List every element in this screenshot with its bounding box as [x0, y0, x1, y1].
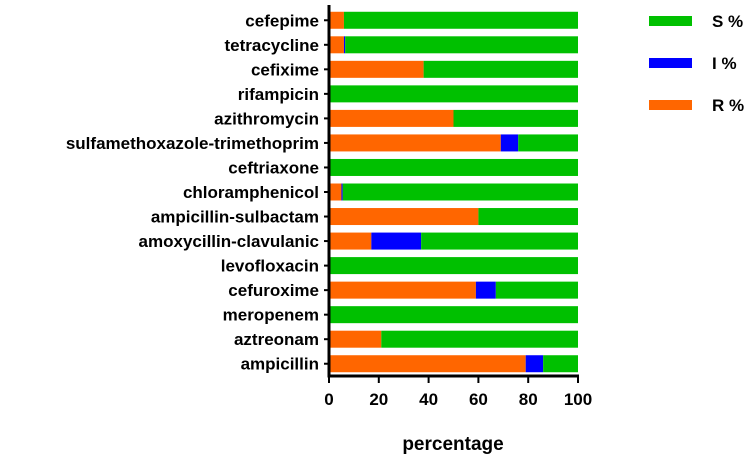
bar-aztreonam-r: [329, 330, 382, 348]
bar-cefuroxime-s: [495, 281, 578, 299]
category-label-ceftriaxone: ceftriaxone: [228, 158, 319, 177]
legend-label-i: I %: [712, 54, 737, 73]
category-label-ampicillin-sulbactam: ampicillin-sulbactam: [151, 208, 319, 227]
bar-tetracycline-s: [345, 36, 578, 54]
bar-cefepime-s: [343, 11, 578, 29]
category-labels: cefepime tetracycline cefixime rifampicin az…: [66, 11, 319, 373]
bars-layer: [329, 11, 578, 373]
bar-meropenem-s: [329, 306, 578, 324]
x-tick-label-40: 40: [419, 390, 438, 409]
category-label-sulfamethoxazole-trimethoprim: sulfamethoxazole-trimethoprim: [66, 134, 319, 153]
bar-aztreonam-s: [381, 330, 578, 348]
axes: 0 20 40 60 80 100: [324, 5, 592, 409]
x-tick-label-0: 0: [324, 390, 333, 409]
category-label-levofloxacin: levofloxacin: [221, 257, 319, 276]
legend-swatch-i: [649, 58, 692, 68]
category-label-aztreonam: aztreonam: [234, 330, 319, 349]
bar-ampicillin-r: [329, 355, 526, 373]
bar-cefixime-r: [329, 60, 424, 78]
x-tick-label-80: 80: [519, 390, 538, 409]
x-tick-label-60: 60: [469, 390, 488, 409]
bar-rifampicin-s: [329, 85, 578, 103]
bar-tetracycline-i: [343, 36, 346, 54]
category-label-rifampicin: rifampicin: [238, 85, 319, 104]
bar-cefepime-r: [329, 11, 344, 29]
bar-cefuroxime-r: [329, 281, 476, 299]
bar-amoxycillin-clavulanic-i: [371, 232, 422, 250]
x-tick-label-20: 20: [369, 390, 388, 409]
category-label-meropenem: meropenem: [223, 306, 319, 325]
bar-tetracycline-r: [329, 36, 344, 54]
bar-ampicillin-sulbactam-r: [329, 208, 479, 226]
category-label-ampicillin: ampicillin: [241, 355, 319, 374]
bar-azithromycin-s: [453, 109, 578, 127]
x-tick-label-100: 100: [564, 390, 592, 409]
bar-amoxycillin-clavulanic-r: [329, 232, 372, 250]
category-label-azithromycin: azithromycin: [214, 109, 319, 128]
bar-ampicillin-sulbactam-s: [478, 208, 578, 226]
bar-ampicillin-s: [543, 355, 578, 373]
legend-swatch-s: [649, 16, 692, 26]
bar-sulfamethoxazole-trimethoprim-i: [500, 134, 519, 152]
bar-cefixime-s: [423, 60, 578, 78]
category-label-cefixime: cefixime: [251, 60, 319, 79]
legend-label-s: S %: [712, 12, 743, 31]
category-label-amoxycillin-clavulanic: amoxycillin-clavulanic: [139, 232, 319, 251]
bar-ceftriaxone-s: [329, 158, 578, 176]
bar-azithromycin-r: [329, 109, 454, 127]
bar-sulfamethoxazole-trimethoprim-s: [518, 134, 578, 152]
bar-chloramphenicol-s: [342, 183, 578, 201]
legend-swatch-r: [649, 100, 692, 110]
category-label-tetracycline: tetracycline: [225, 36, 320, 55]
category-label-cefepime: cefepime: [245, 11, 319, 30]
bar-levofloxacin-s: [329, 257, 578, 275]
category-label-chloramphenicol: chloramphenicol: [183, 183, 319, 202]
category-label-cefuroxime: cefuroxime: [228, 281, 319, 300]
bar-ampicillin-i: [525, 355, 544, 373]
legend-label-r: R %: [712, 96, 744, 115]
bar-cefuroxime-i: [475, 281, 496, 299]
x-axis-title: percentage: [402, 434, 503, 455]
bar-chloramphenicol-i: [341, 183, 343, 201]
bar-sulfamethoxazole-trimethoprim-r: [329, 134, 501, 152]
bar-amoxycillin-clavulanic-s: [421, 232, 578, 250]
bar-chloramphenicol-r: [329, 183, 342, 201]
legend: S % I % R %: [649, 12, 744, 115]
